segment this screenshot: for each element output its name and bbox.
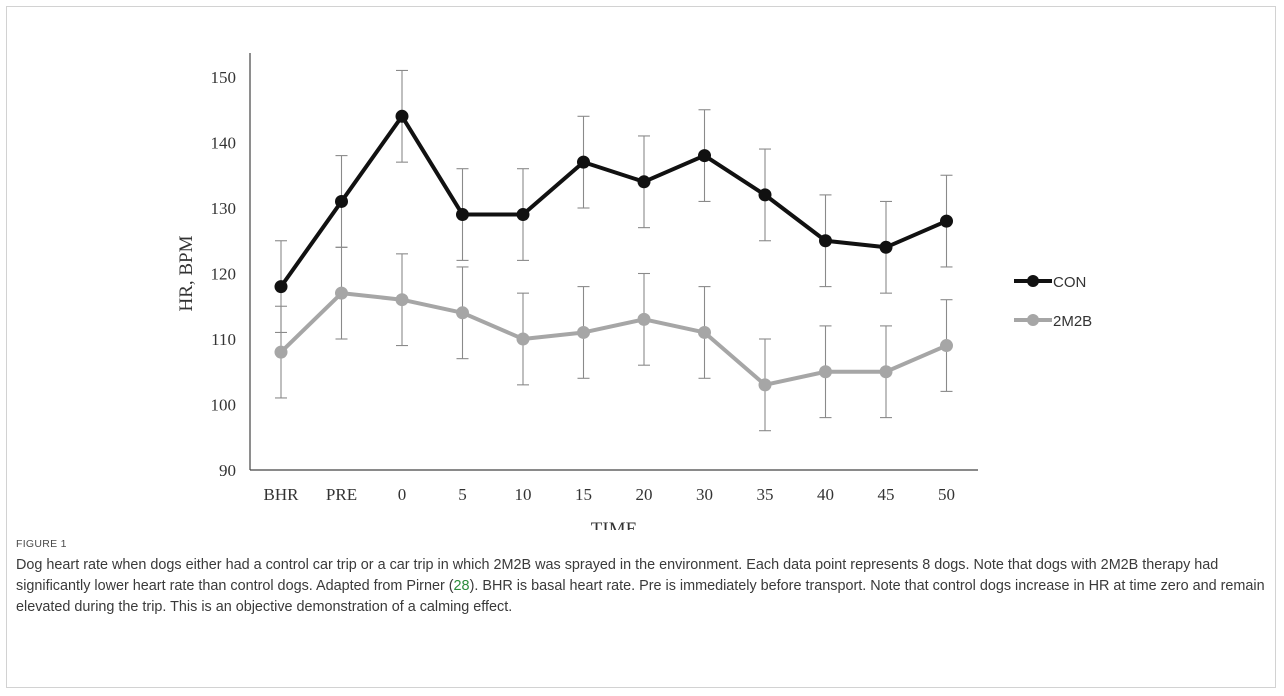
x-tick-label: 15 [575, 485, 592, 504]
caption-text-part-2: ). BHR is basal heart rate. Pre is immed… [16, 578, 1265, 615]
caption-text-part-1: Dog heart rate when dogs either had a co… [16, 557, 1219, 594]
data-point [698, 325, 711, 339]
data-point [698, 149, 711, 163]
data-point [940, 339, 953, 353]
data-point [637, 175, 651, 189]
series-con [274, 69, 953, 334]
y-axis-title: HR, BPM [176, 235, 197, 311]
data-point [456, 306, 469, 320]
legend-label: 2M2B [1053, 313, 1092, 330]
series-line [279, 114, 948, 288]
data-point [395, 109, 409, 123]
data-point [456, 208, 469, 222]
data-point [758, 378, 772, 392]
x-axis-title: TIME [591, 519, 637, 530]
data-point [879, 240, 893, 254]
caption-reference-link[interactable]: 28 [453, 578, 470, 594]
y-tick-label: 130 [211, 199, 237, 218]
x-tick-label: 5 [458, 485, 467, 504]
data-point [637, 312, 651, 326]
data-point [879, 365, 893, 379]
data-point [940, 214, 953, 228]
data-point [274, 345, 288, 359]
figure-caption: Dog heart rate when dogs either had a co… [16, 555, 1266, 618]
data-point [335, 286, 348, 300]
x-tick-label: 30 [696, 485, 713, 504]
legend-item-2m2b: 2M2B [1014, 313, 1092, 330]
data-point [577, 325, 590, 339]
x-tick-label: 20 [636, 485, 653, 504]
x-tick-label: 0 [398, 485, 407, 504]
y-tick-label: 110 [211, 330, 236, 349]
x-tick-label: 50 [938, 485, 955, 504]
legend-item-con: CON [1014, 274, 1086, 291]
data-point [395, 293, 409, 307]
data-point [516, 208, 530, 222]
data-point [819, 234, 832, 248]
data-point [758, 188, 772, 202]
figure-label: FIGURE 1 [16, 538, 67, 550]
y-tick-label: 90 [219, 461, 236, 480]
data-point [577, 155, 590, 169]
x-tick-label: 10 [515, 485, 532, 504]
chart-axes: 90 100 110 120 130 140 150 BHR PRE 0 5 10 15 20 30 35 40… [176, 53, 978, 530]
x-tick-label: BHR [264, 485, 300, 504]
chart-legend: CON 2M2B [1014, 274, 1092, 330]
figure-frame [6, 6, 1276, 688]
line-chart: 90 100 110 120 130 140 150 BHR PRE 0 5 10 15 20 30 35 40… [176, 53, 1092, 530]
x-tick-label: 45 [878, 485, 895, 504]
data-point [516, 332, 530, 346]
x-tick-label: 40 [817, 485, 834, 504]
legend-label: CON [1053, 274, 1086, 291]
legend-marker [1027, 275, 1039, 287]
data-point [819, 365, 832, 379]
x-tick-label: 35 [757, 485, 774, 504]
data-point [274, 280, 288, 294]
x-tick-label: PRE [326, 485, 357, 504]
y-tick-label: 140 [211, 134, 237, 153]
y-tick-label: 100 [211, 396, 237, 415]
legend-marker [1027, 314, 1039, 326]
series-line [279, 291, 948, 387]
data-point [335, 194, 348, 208]
chart-series [274, 69, 953, 432]
y-tick-label: 150 [211, 68, 237, 87]
y-tick-label: 120 [211, 265, 237, 284]
series-2m2b [274, 246, 953, 432]
